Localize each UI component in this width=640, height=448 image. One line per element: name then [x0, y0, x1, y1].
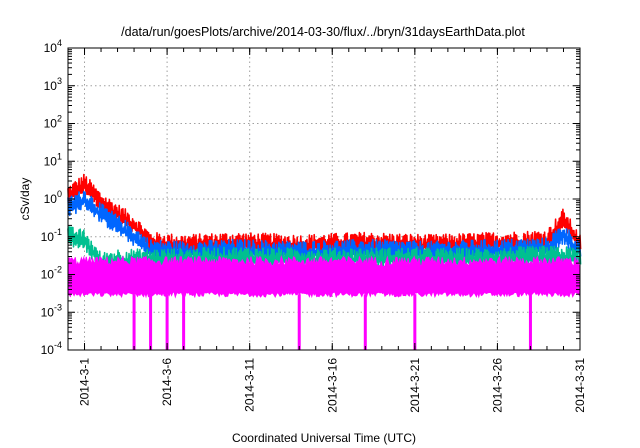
series-dropout — [363, 294, 367, 350]
series-group — [67, 226, 582, 273]
y-tick-label-base: 10 — [41, 343, 55, 357]
y-tick-label-base: 10 — [44, 41, 58, 55]
series-dropout — [182, 294, 186, 350]
x-tick-label: 2014-3-26 — [490, 358, 504, 413]
y-tick-label: 104 — [44, 38, 62, 55]
y-tick-label-exponent: 3 — [57, 76, 62, 86]
y-tick-label-exponent: 0 — [57, 189, 62, 199]
series-dropout — [132, 294, 136, 350]
series-dropout — [528, 294, 532, 350]
y-tick-label-exponent: 2 — [57, 114, 62, 124]
y-axis-label: cSv/day — [18, 178, 32, 221]
series-group — [67, 254, 581, 350]
x-tick-label: 2014-3-6 — [160, 358, 174, 406]
y-tick-label: 10-2 — [41, 265, 62, 282]
y-tick-label: 10-4 — [41, 340, 62, 357]
x-tick-label: 2014-3-16 — [325, 358, 339, 413]
x-axis-label: Coordinated Universal Time (UTC) — [232, 431, 416, 445]
series-band — [67, 254, 581, 299]
y-tick-label-base: 10 — [44, 117, 58, 131]
y-tick-label-base: 10 — [44, 79, 58, 93]
x-tick-label: 2014-3-21 — [408, 358, 422, 413]
x-tick-label: 2014-3-11 — [243, 358, 257, 412]
y-tick-label-base: 10 — [41, 305, 55, 319]
y-tick-label-base: 10 — [41, 230, 55, 244]
series-dropout — [297, 294, 301, 350]
series-line — [67, 226, 582, 273]
x-tick-label: 2014-3-31 — [573, 358, 587, 413]
grid — [68, 48, 580, 350]
y-tick-label-exponent: -1 — [54, 227, 62, 237]
series-layer — [67, 173, 582, 350]
y-tick-label-exponent: -2 — [54, 265, 62, 275]
y-tick-label-base: 10 — [44, 192, 58, 206]
series-dropout — [149, 294, 153, 350]
y-tick-label-exponent: 4 — [57, 38, 62, 48]
y-tick-label: 101 — [44, 151, 62, 168]
y-tick-label-exponent: 1 — [57, 151, 62, 161]
x-axis: 2014-3-1 2014-3-6 2014-3-11 2014-3-16 2014-3… — [67, 48, 587, 413]
y-tick-label-exponent: -3 — [54, 302, 62, 312]
series-dropout — [165, 294, 169, 350]
y-tick-label: 10-1 — [41, 227, 62, 244]
y-tick-label: 103 — [44, 76, 62, 93]
y-tick-label-base: 10 — [41, 268, 55, 282]
chart-title: /data/run/goesPlots/archive/2014-03-30/f… — [121, 25, 525, 39]
y-tick-label-exponent: -4 — [54, 340, 62, 350]
y-tick-label: 100 — [44, 189, 62, 206]
y-tick-label-base: 10 — [44, 154, 58, 168]
y-tick-label: 102 — [44, 114, 62, 131]
x-tick-label: 2014-3-1 — [78, 358, 92, 406]
series-dropout — [413, 294, 417, 350]
y-tick-label: 10-3 — [41, 302, 62, 319]
